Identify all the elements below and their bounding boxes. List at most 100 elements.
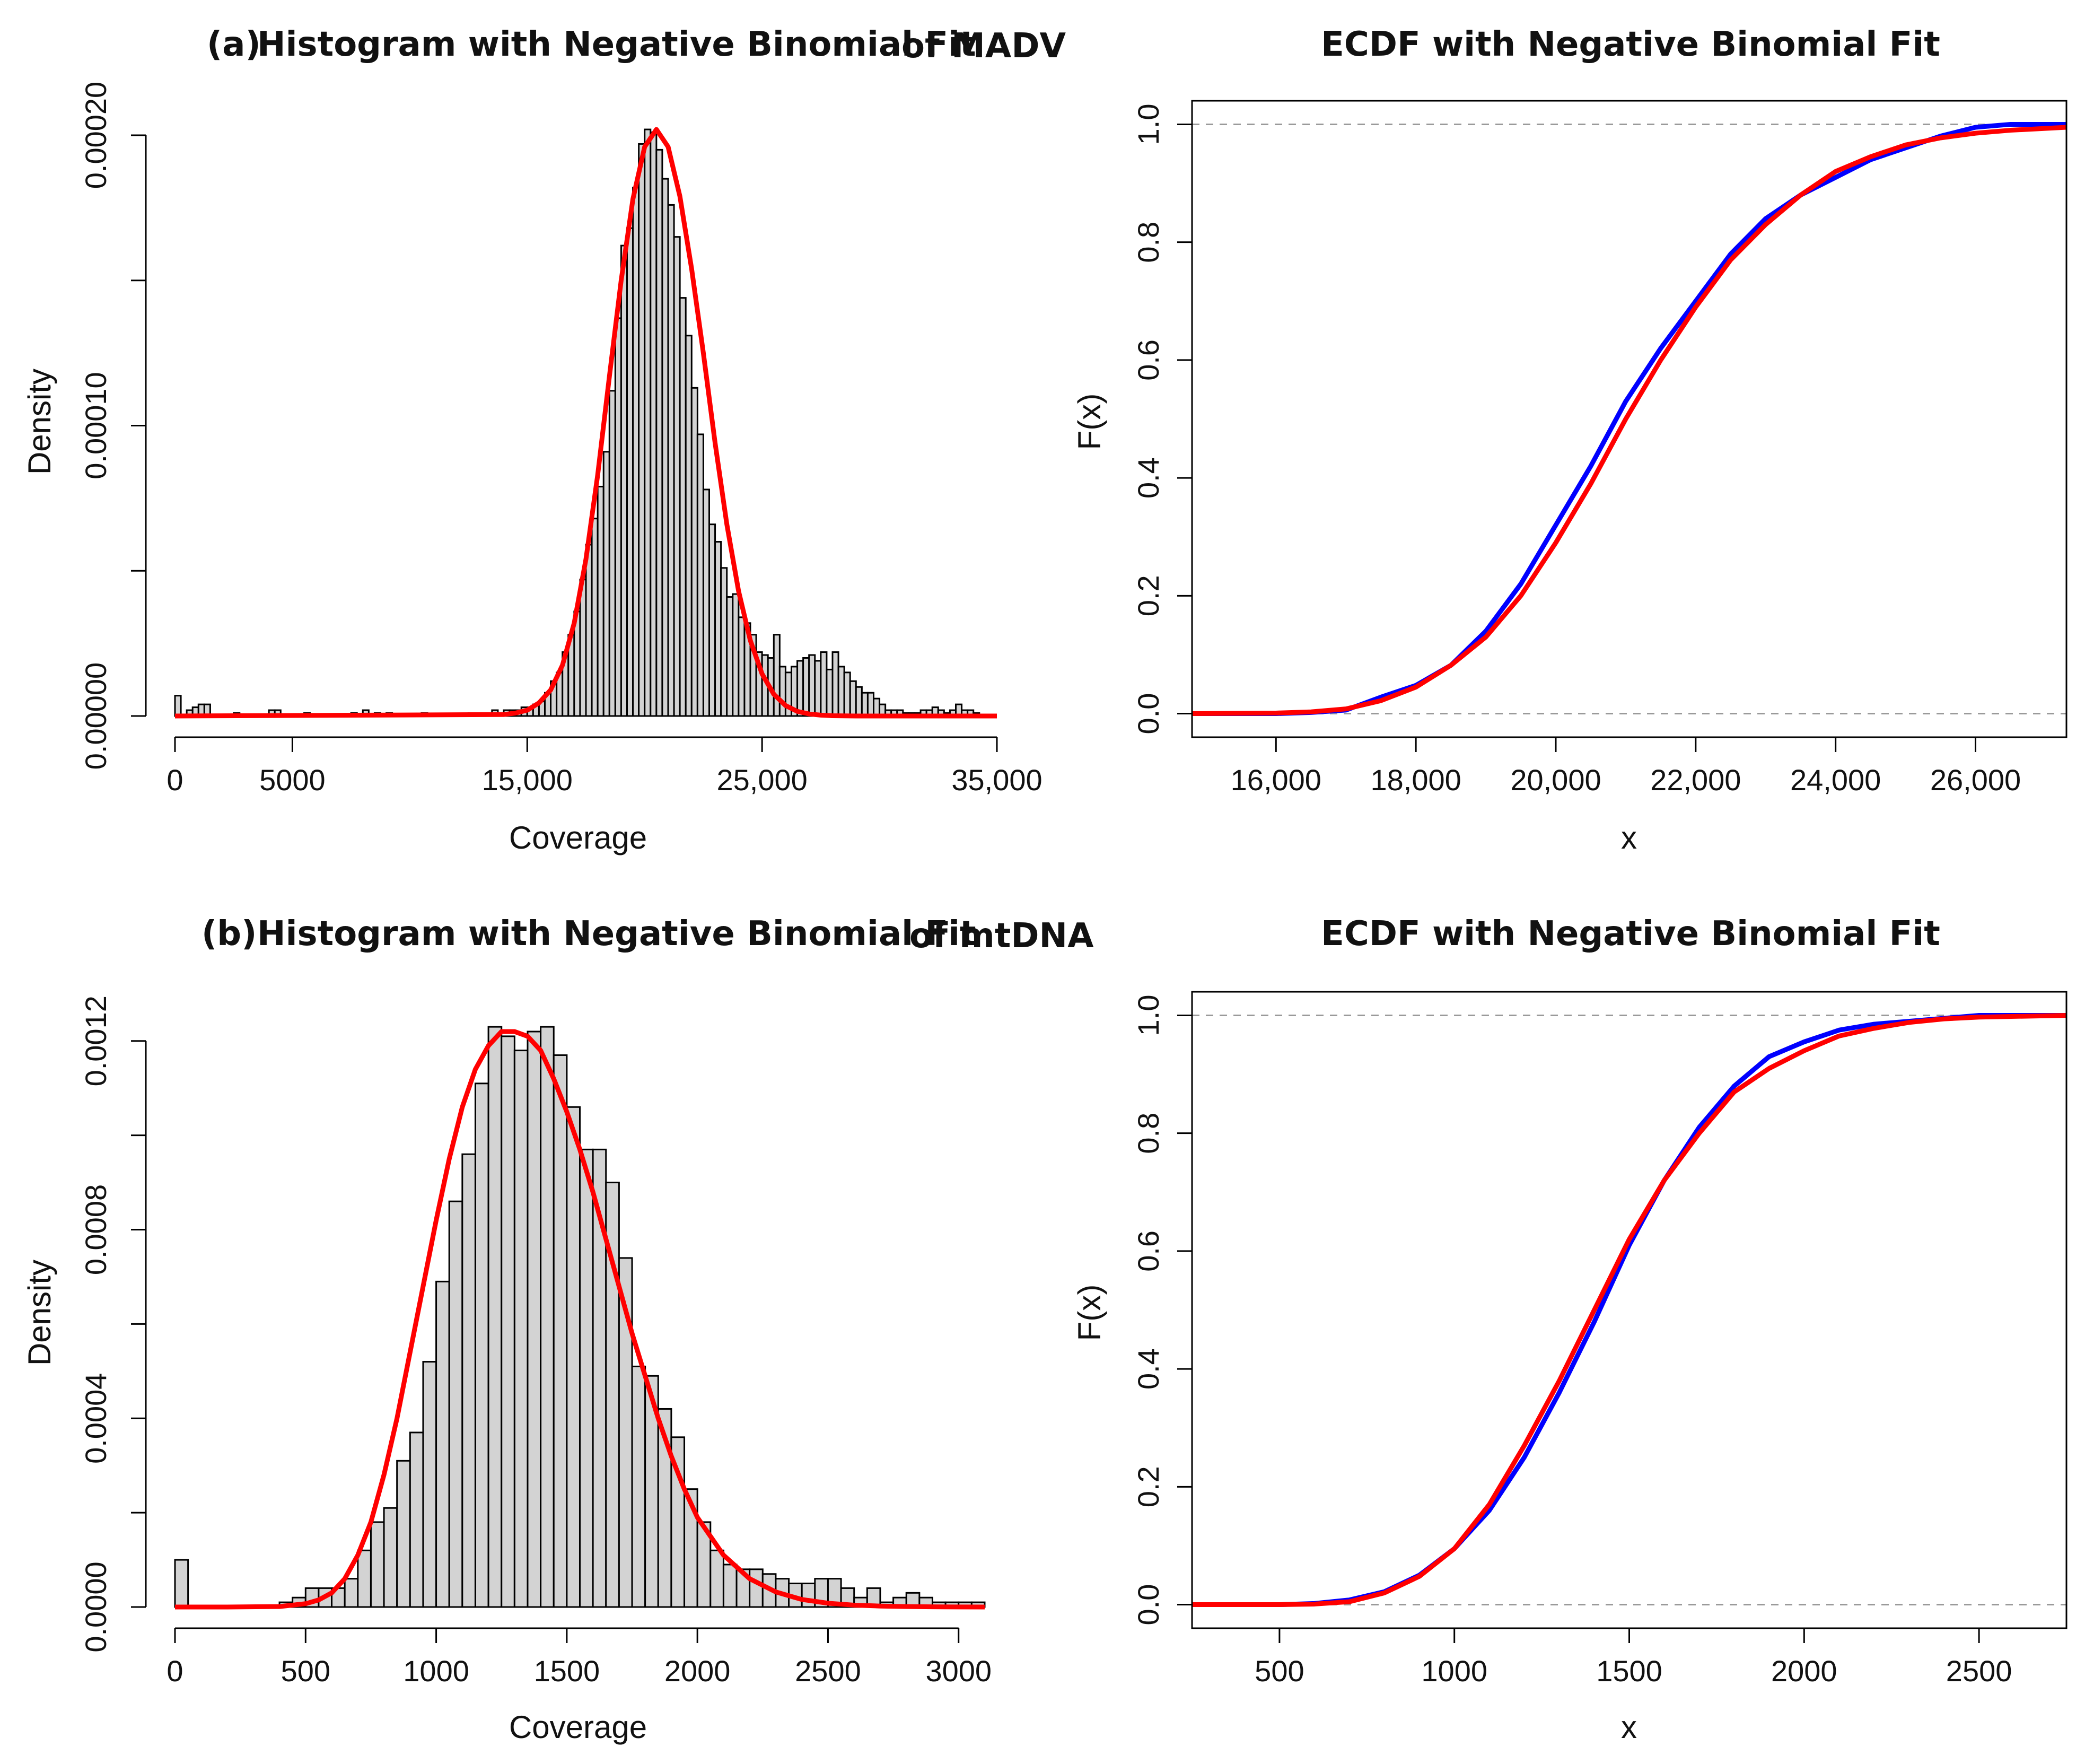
histogram-bar xyxy=(579,579,587,717)
x-tick-label: 3000 xyxy=(925,1654,992,1688)
y-tick-label: 0.0004 xyxy=(79,1373,112,1464)
histogram-bar xyxy=(591,518,599,717)
y-tick-label: 0.00020 xyxy=(79,82,112,189)
plot-frame xyxy=(1191,100,2068,738)
y-tick-label: 0.0012 xyxy=(79,995,112,1086)
y-tick-label: 0.0 xyxy=(1132,1584,1165,1626)
empirical-cdf-line xyxy=(1192,1012,2066,1608)
hist-b-plot: 0 500 1000 1500 2000 2500 3000 0.0000 0.0004 0.00… xyxy=(79,995,992,1688)
histogram-bar xyxy=(644,128,652,717)
ecdf-a-ylabel: F(x) xyxy=(1072,394,1107,450)
histogram-bar xyxy=(396,1460,411,1608)
histogram-bar xyxy=(661,178,669,717)
x-tick-label: 24,000 xyxy=(1790,763,1881,797)
histogram-bar xyxy=(632,187,640,717)
y-tick-label: 0.6 xyxy=(1132,1230,1165,1272)
histogram-bar xyxy=(409,1431,424,1608)
histogram-bar xyxy=(820,651,828,717)
y-tick-label: 0.0008 xyxy=(79,1184,112,1275)
histogram-bar xyxy=(873,697,881,717)
histogram-bar xyxy=(650,132,658,717)
histogram-bar xyxy=(602,451,610,717)
histogram-bar xyxy=(849,680,857,717)
y-tick-label: 0.6 xyxy=(1132,339,1165,381)
histogram-bar xyxy=(749,1568,764,1608)
histogram-bar xyxy=(631,1365,646,1608)
y-tick-label: 0.00000 xyxy=(79,662,112,770)
histogram-bar xyxy=(685,335,693,717)
histogram-bar xyxy=(861,692,869,717)
panel-a-title: Histogram with Negative Binomial Fit xyxy=(257,25,976,64)
x-tick-label: 2000 xyxy=(1771,1654,1837,1688)
histogram-bar xyxy=(614,317,622,717)
histogram-bar xyxy=(620,244,628,717)
panel-b-ecdf-title: ECDF with Negative Binomial Fit xyxy=(1321,914,1940,954)
x-tick-label: 1000 xyxy=(403,1654,469,1688)
panel-b-title-suffix: of mtDNA xyxy=(909,916,1094,956)
histogram-bar xyxy=(709,1549,724,1608)
x-tick-label: 20,000 xyxy=(1510,763,1601,797)
histogram-bar xyxy=(778,666,786,717)
histogram-bar xyxy=(722,1564,738,1608)
fitted-cdf-line xyxy=(1192,125,2067,717)
histogram-bar xyxy=(540,1026,555,1608)
histogram-bar xyxy=(732,593,740,717)
histogram-bar xyxy=(174,1559,189,1608)
y-tick-label: 0.0000 xyxy=(79,1561,112,1652)
histogram-bar xyxy=(702,488,711,717)
x-tick-label: 25,000 xyxy=(717,763,808,797)
x-tick-label: 0 xyxy=(167,763,183,797)
histogram-bar xyxy=(673,236,681,717)
histogram-bar xyxy=(474,1082,489,1608)
histogram-bar xyxy=(655,149,663,717)
x-tick-label: 16,000 xyxy=(1231,763,1321,797)
x-tick-label: 26,000 xyxy=(1930,763,2021,797)
ecdf-a-plot: 16,000 18,000 20,000 22,000 24,000 26,000 0.0 0… xyxy=(1132,100,2068,797)
histogram-bar xyxy=(738,616,746,717)
histogram-bar xyxy=(814,660,822,717)
x-tick-label: 1500 xyxy=(534,1654,600,1688)
histogram-bar xyxy=(831,651,839,717)
x-tick-label: 5000 xyxy=(259,763,326,797)
fit-curve-line xyxy=(174,127,997,719)
x-tick-label: 500 xyxy=(281,1654,330,1688)
panel-b-label: (b) xyxy=(202,914,257,954)
panel-a-ecdf-title: ECDF with Negative Binomial Fit xyxy=(1321,25,1940,64)
histogram-bar xyxy=(370,1521,385,1608)
histogram-bar xyxy=(855,686,863,717)
histogram-bar xyxy=(597,485,605,717)
histogram-bar xyxy=(667,204,675,717)
histogram-bar xyxy=(566,1106,581,1608)
histogram-bar xyxy=(608,390,616,717)
x-tick-label: 15,000 xyxy=(482,763,573,797)
x-tick-label: 35,000 xyxy=(951,763,1042,797)
hist-a-xlabel: Coverage xyxy=(509,820,647,855)
y-tick-label: 0.8 xyxy=(1132,1113,1165,1154)
ecdf-a-xlabel: x xyxy=(1621,820,1637,855)
y-tick-label: 0.2 xyxy=(1132,575,1165,616)
histogram-bar xyxy=(513,1050,529,1608)
histogram-bar xyxy=(527,1031,542,1608)
histogram-bar xyxy=(638,143,646,717)
hist-b-xlabel: Coverage xyxy=(509,1709,647,1745)
empirical-cdf-line xyxy=(1192,121,2066,717)
histogram-bar xyxy=(344,1578,359,1608)
histogram-bar xyxy=(866,692,875,717)
histogram-bar xyxy=(808,654,816,717)
fit-curve-line xyxy=(175,1029,985,1610)
histogram-bar xyxy=(837,666,845,717)
y-tick-label: 0.8 xyxy=(1132,222,1165,263)
ecdf-b-plot: 500 1000 1500 2000 2500 0.0 0.2 0.4 0.6 0.8 1.0 xyxy=(1132,991,2068,1688)
hist-a-ylabel: Density xyxy=(22,369,57,475)
y-tick-label: 0.4 xyxy=(1132,1348,1165,1390)
histogram-bar xyxy=(422,1361,437,1608)
x-tick-label: 2500 xyxy=(1946,1654,2012,1688)
histogram-bar xyxy=(843,671,851,717)
y-tick-label: 1.0 xyxy=(1132,104,1165,145)
histogram-bar xyxy=(720,567,728,717)
histogram-bar xyxy=(796,660,804,717)
histogram-bar xyxy=(626,227,634,717)
x-tick-label: 2000 xyxy=(664,1654,731,1688)
histogram-bar xyxy=(553,1054,568,1608)
